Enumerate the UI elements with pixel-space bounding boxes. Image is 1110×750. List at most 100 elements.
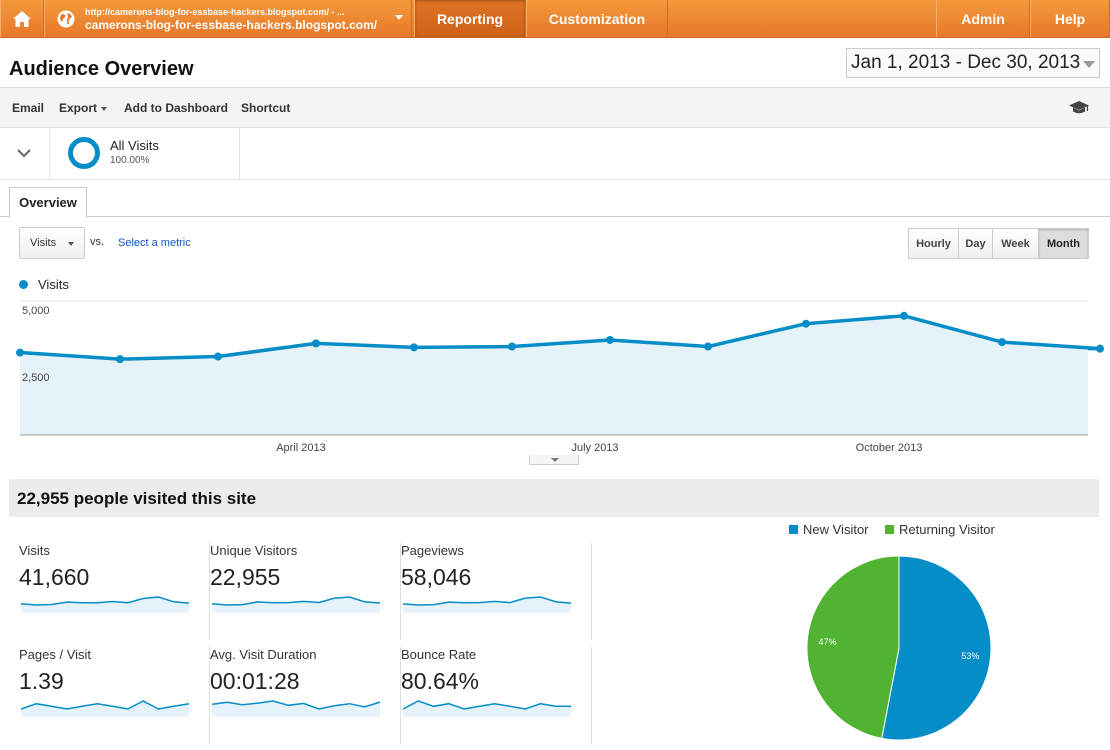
granularity-day[interactable]: Day	[958, 228, 993, 259]
metric-unique-visitors[interactable]: Unique Visitors 22,955	[210, 543, 401, 640]
visits-area	[20, 315, 1100, 435]
export-button[interactable]: Export	[59, 101, 108, 115]
tab-reporting[interactable]: Reporting	[414, 0, 526, 37]
email-button[interactable]: Email	[12, 101, 45, 115]
sparkline	[21, 596, 190, 613]
select-metric-link[interactable]: Select a metric	[118, 237, 191, 249]
tab-row: Overview	[0, 180, 1110, 218]
metric-value: 80.64%	[401, 668, 480, 694]
sparkline-area	[403, 597, 571, 613]
globe-icon	[57, 10, 75, 27]
legend-marker-returning-visitor	[885, 525, 894, 534]
metric-visits[interactable]: Visits 41,660	[19, 543, 210, 640]
home-button[interactable]	[0, 0, 44, 37]
sparkline-area	[21, 701, 189, 717]
data-point	[802, 319, 810, 328]
tab-customization[interactable]: Customization	[526, 0, 668, 37]
metric-select[interactable]: Visits	[19, 227, 85, 259]
account-selector[interactable]: http://camerons-blog-for-essbase-hackers…	[44, 0, 412, 37]
sparkline	[403, 596, 572, 613]
sparkline	[21, 700, 190, 717]
granularity-week[interactable]: Week	[992, 228, 1039, 259]
visits-line-chart: 5,000 2,500 April 2013 July 2013 October 201…	[16, 300, 1104, 454]
x-tick-label: July 2013	[571, 442, 618, 454]
metric-value: 58,046	[401, 564, 472, 590]
data-point	[998, 338, 1006, 347]
legend-label: Visits	[38, 277, 69, 292]
report-toolbar: Email Export Add to Dashboard Shortcut	[0, 88, 1110, 128]
account-url: camerons-blog-for-essbase-hackers.blogsp…	[85, 17, 378, 32]
metric-avg-visit-duration[interactable]: Avg. Visit Duration 00:01:28	[210, 647, 401, 744]
metric-value: 41,660	[19, 564, 90, 590]
data-point	[312, 339, 320, 348]
pie-slice-label: 47%	[819, 637, 837, 647]
page-title: Audience Overview	[9, 58, 194, 80]
metric-label: Pageviews	[401, 543, 464, 558]
export-label: Export	[59, 101, 98, 115]
legend-label-new-visitor: New Visitor	[803, 522, 869, 537]
title-row: Audience Overview Jan 1, 2013 - Dec 30, …	[0, 38, 1110, 88]
data-point	[1096, 344, 1104, 353]
date-range-picker[interactable]: Jan 1, 2013 - Dec 30, 2013	[846, 48, 1100, 78]
metric-value: 00:01:28	[210, 668, 300, 694]
sparkline-line	[403, 596, 572, 606]
chevron-down-icon	[17, 149, 31, 158]
date-range-label: Jan 1, 2013 - Dec 30, 2013	[851, 52, 1081, 73]
metric-bounce-rate[interactable]: Bounce Rate 80.64%	[401, 647, 592, 744]
tab-admin[interactable]: Admin	[936, 0, 1030, 37]
chevron-down-icon	[101, 106, 108, 111]
vs-label: vs.	[90, 236, 105, 248]
granularity-month[interactable]: Month	[1038, 228, 1089, 259]
data-point	[16, 348, 24, 357]
metric-value: 22,955	[210, 564, 281, 590]
y-tick-label: 2,500	[22, 372, 50, 384]
sparkline	[212, 700, 381, 717]
top-navigation-bar: http://camerons-blog-for-essbase-hackers…	[0, 0, 1110, 38]
chevron-down-icon	[68, 242, 74, 246]
chart-collapse-handle[interactable]	[529, 455, 579, 465]
legend-marker-new-visitor	[789, 525, 798, 534]
tab-overview[interactable]: Overview	[9, 187, 87, 218]
legend-marker	[19, 280, 28, 289]
sparkline-area	[21, 597, 189, 613]
tab-help[interactable]: Help	[1030, 0, 1110, 37]
sparkline	[212, 596, 381, 613]
sparkline-line	[212, 700, 381, 710]
chevron-down-icon	[395, 15, 403, 20]
pie-slice-new-visitor	[881, 555, 992, 741]
segment-ring-icon	[68, 137, 100, 169]
account-url-top: http://camerons-blog-for-essbase-hackers…	[85, 6, 345, 17]
shortcut-button[interactable]: Shortcut	[241, 101, 291, 115]
pie-slice-label: 53%	[961, 651, 979, 661]
segment-name: All Visits	[110, 138, 159, 153]
segment-all-visits[interactable]: All Visits 100.00%	[50, 128, 240, 180]
x-tick-label: April 2013	[276, 442, 326, 454]
data-point	[214, 352, 222, 361]
metric-label: Visits	[19, 543, 50, 558]
segments-toggle[interactable]	[0, 128, 50, 180]
metric-label: Bounce Rate	[401, 647, 477, 662]
data-point	[606, 335, 614, 344]
metric-label: Unique Visitors	[210, 543, 298, 558]
visitor-type-pie-chart: 53% 47%	[806, 555, 992, 741]
metric-select-label: Visits	[30, 237, 57, 249]
metric-value: 1.39	[19, 668, 64, 694]
sparkline-line	[21, 596, 190, 606]
graduation-cap-icon[interactable]	[1068, 96, 1090, 118]
segment-row: All Visits 100.00%	[0, 128, 1110, 180]
y-tick-label: 5,000	[22, 305, 50, 317]
metric-pages-per-visit[interactable]: Pages / Visit 1.39	[19, 647, 210, 744]
chevron-down-icon	[1083, 61, 1095, 68]
metric-pageviews[interactable]: Pageviews 58,046	[401, 543, 592, 640]
data-point	[410, 343, 418, 352]
summary-bar: 22,955 people visited this site	[9, 479, 1099, 517]
metric-label: Avg. Visit Duration	[210, 647, 317, 662]
granularity-hourly[interactable]: Hourly	[908, 228, 959, 259]
summary-headline: 22,955 people visited this site	[17, 489, 257, 508]
sparkline-area	[212, 597, 380, 613]
data-point	[704, 342, 712, 351]
add-to-dashboard-button[interactable]: Add to Dashboard	[124, 101, 228, 115]
metric-label: Pages / Visit	[19, 647, 92, 662]
data-point	[116, 355, 124, 364]
home-icon	[13, 10, 31, 27]
